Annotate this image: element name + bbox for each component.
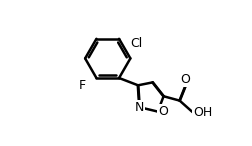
- Text: F: F: [79, 79, 86, 92]
- Text: O: O: [158, 105, 168, 118]
- Text: O: O: [180, 73, 191, 86]
- Text: OH: OH: [193, 106, 212, 119]
- Text: Cl: Cl: [130, 37, 142, 50]
- Text: N: N: [135, 101, 144, 114]
